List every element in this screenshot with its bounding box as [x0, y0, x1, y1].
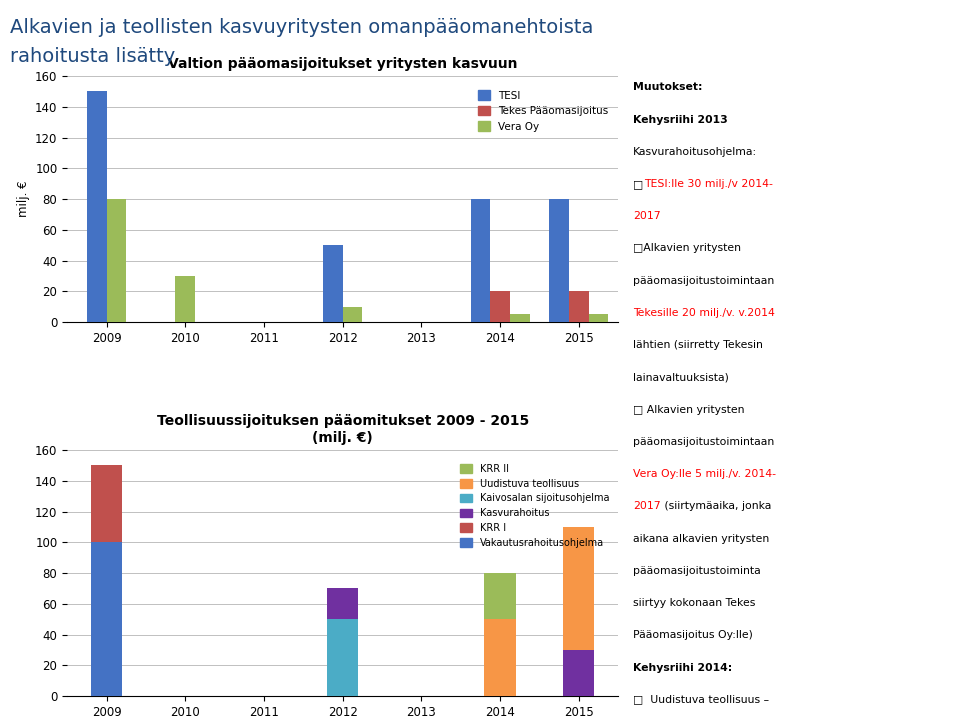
Y-axis label: milj. €: milj. € [16, 181, 30, 218]
Bar [91, 542, 122, 696]
Bar [327, 589, 358, 619]
Bar [86, 91, 107, 322]
Bar [491, 291, 510, 322]
Text: Muutokset:: Muutokset: [634, 83, 703, 92]
Bar [563, 527, 594, 650]
Text: Tekesille 20 milj./v. v.2014: Tekesille 20 milj./v. v.2014 [634, 308, 775, 318]
Text: Vera Oy:lle 5 milj./v. 2014-: Vera Oy:lle 5 milj./v. 2014- [634, 469, 777, 479]
Text: Kehysriihi 2014:: Kehysriihi 2014: [634, 663, 732, 673]
Title: Valtion pääomasijoitukset yritysten kasvuun: Valtion pääomasijoitukset yritysten kasv… [168, 57, 517, 71]
Text: Pääomasijoitus Oy:lle): Pääomasijoitus Oy:lle) [634, 630, 754, 640]
Text: pääomasijoitustoimintaan: pääomasijoitustoimintaan [634, 276, 775, 286]
Text: siirtyy kokonaan Tekes: siirtyy kokonaan Tekes [634, 598, 756, 608]
Text: □Alkavien yritysten: □Alkavien yritysten [634, 244, 741, 254]
Bar [343, 307, 362, 322]
Legend: KRR II, Uudistuva teollisuus, Kaivosalan sijoitusohjelma, Kasvurahoitus, KRR I, : KRR II, Uudistuva teollisuus, Kaivosalan… [457, 460, 613, 552]
Text: □: □ [634, 179, 643, 189]
Bar [107, 199, 126, 322]
Text: Kasvurahoitusohjelma:: Kasvurahoitusohjelma: [634, 146, 757, 157]
Text: aikana alkavien yritysten: aikana alkavien yritysten [634, 534, 770, 544]
Text: Kehysriihi 2013: Kehysriihi 2013 [634, 115, 728, 125]
Bar [484, 573, 516, 619]
Bar [510, 315, 530, 322]
Text: 2017: 2017 [634, 211, 660, 221]
Bar [563, 650, 594, 696]
Text: □  Uudistuva teollisuus –: □ Uudistuva teollisuus – [634, 695, 770, 705]
Bar [569, 291, 588, 322]
Text: 2017: 2017 [634, 502, 660, 511]
Bar [549, 199, 569, 322]
Text: rahoitusta lisätty: rahoitusta lisätty [10, 47, 175, 66]
Title: Teollisuussijoituksen pääomitukset 2009 - 2015
(milj. €): Teollisuussijoituksen pääomitukset 2009 … [156, 415, 529, 444]
Text: lähtien (siirretty Tekesin: lähtien (siirretty Tekesin [634, 340, 763, 350]
Bar [323, 245, 343, 322]
Legend: TESI, Tekes Pääomasijoitus, Vera Oy: TESI, Tekes Pääomasijoitus, Vera Oy [473, 86, 612, 136]
Text: (siirtymäaika, jonka: (siirtymäaika, jonka [660, 502, 771, 511]
Text: Alkavien ja teollisten kasvuyritysten omanpääomanehtoista: Alkavien ja teollisten kasvuyritysten om… [10, 18, 593, 37]
Text: □ Alkavien yritysten: □ Alkavien yritysten [634, 405, 745, 415]
Bar [484, 619, 516, 696]
Bar [176, 276, 195, 322]
Bar [91, 465, 122, 542]
Text: pääomasijoitustoimintaan: pääomasijoitustoimintaan [634, 437, 775, 447]
Text: TESI:lle 30 milj./v 2014-: TESI:lle 30 milj./v 2014- [643, 179, 773, 189]
Bar [588, 315, 609, 322]
Bar [470, 199, 491, 322]
Bar [327, 619, 358, 696]
Text: lainavaltuuksista): lainavaltuuksista) [634, 373, 730, 382]
Text: pääomasijoitustoiminta: pääomasijoitustoiminta [634, 566, 761, 576]
